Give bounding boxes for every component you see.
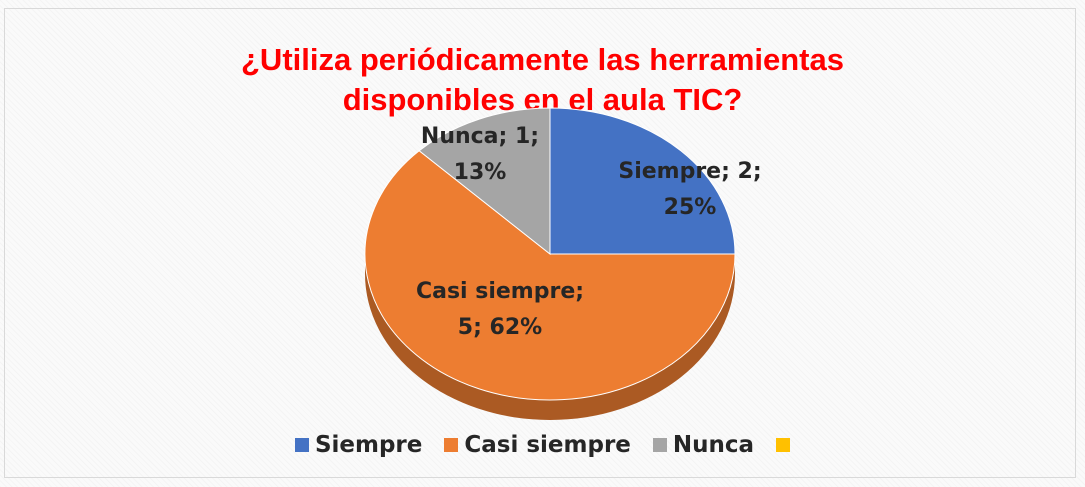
data-label: Nunca; 1; 13% bbox=[420, 124, 540, 185]
chart-frame bbox=[4, 8, 1076, 478]
legend-item bbox=[776, 432, 791, 458]
chart-title: ¿Utiliza periódicamente las herramientas bbox=[241, 42, 844, 77]
pie-slice bbox=[418, 107, 551, 256]
legend-swatch bbox=[652, 438, 667, 452]
legend-label: Nunca bbox=[672, 432, 755, 458]
legend-item: Siempre bbox=[294, 432, 423, 458]
legend-item: Casi siempre bbox=[444, 432, 631, 458]
legend-label: Siempre bbox=[314, 432, 423, 458]
legend-swatch bbox=[444, 438, 459, 452]
data-label: Casi siempre; 5; 62% bbox=[415, 279, 585, 340]
legend-swatch bbox=[776, 438, 791, 452]
pie-slice bbox=[549, 107, 736, 255]
legend: Siempre Casi siempre Nunca bbox=[0, 432, 1085, 458]
legend-swatch bbox=[294, 438, 309, 452]
legend-item: Nunca bbox=[652, 432, 755, 458]
data-label: Siempre; 2; 25% bbox=[618, 159, 762, 220]
legend-label: Casi siempre bbox=[464, 432, 631, 458]
pie-slice bbox=[364, 150, 736, 401]
